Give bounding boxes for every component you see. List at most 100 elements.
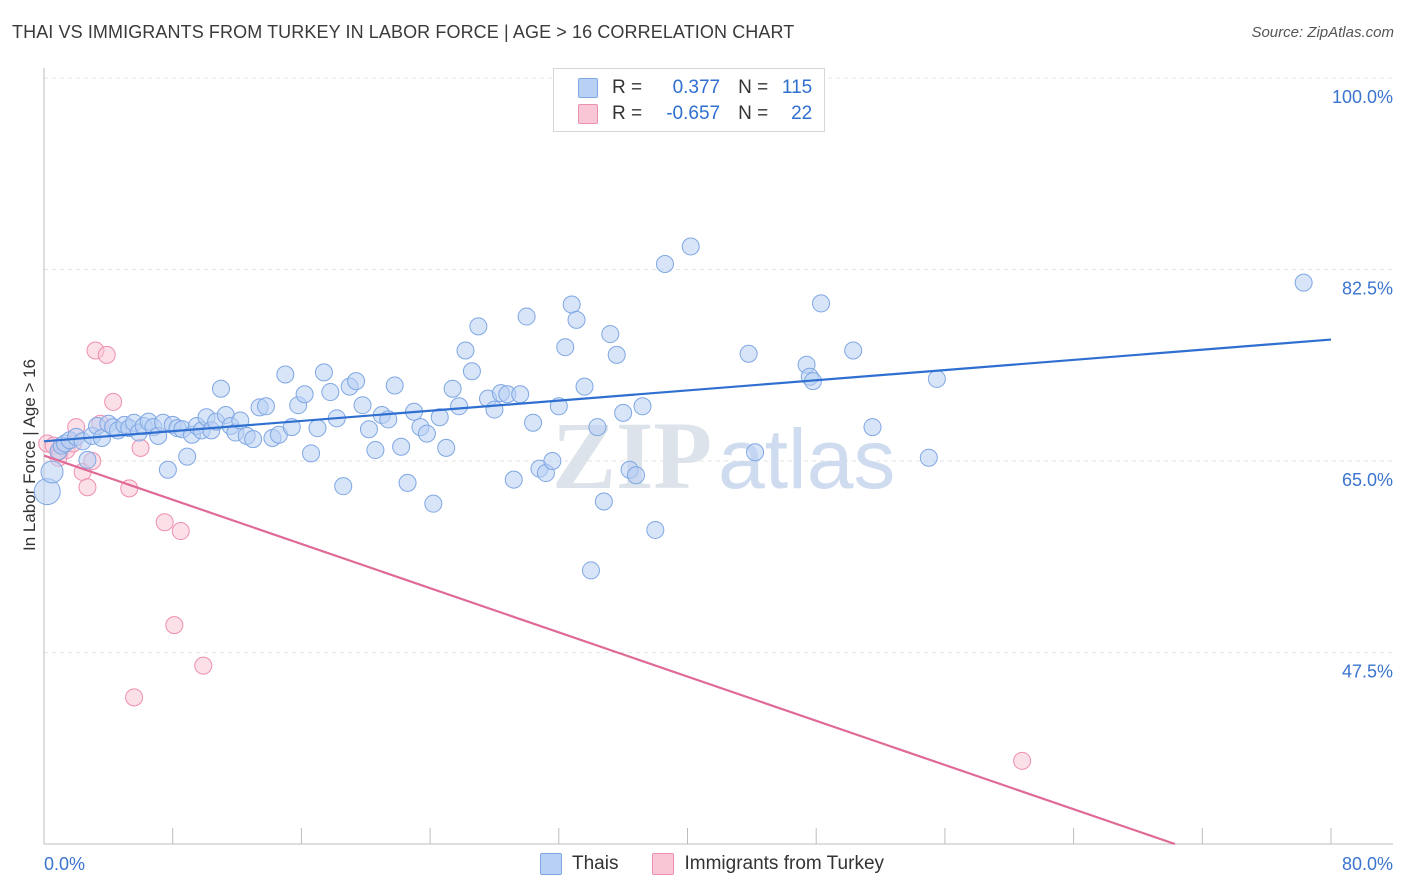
thai-point [739,344,758,363]
turkey-legend-swatch [652,853,675,875]
thai-point [681,237,700,256]
thai-point [450,397,469,416]
turkey-n-value: 22 [791,103,813,124]
thai-point [211,379,230,398]
thai-point [543,452,562,470]
turkey-trendline [43,454,1176,846]
turkey-point [1013,751,1032,770]
thai-point [575,377,594,396]
legend-item-turkey[interactable]: Immigrants from Turkey [652,853,884,875]
thai-point [524,413,543,432]
turkey-point [165,616,184,635]
thai-point [158,460,177,479]
thai-point [517,307,536,326]
y-tick-label: 47.5% [1342,662,1393,682]
thai-point [443,379,462,398]
correlation-legend: R = 0.377 N = 115 R = -0.657 N = 22 [553,68,825,132]
x-tick-label-min: 0.0% [44,854,85,874]
thai-point [437,438,456,457]
n-label: N = [738,103,769,124]
thais-swatch [540,853,562,875]
legend-row-turkey: R = -0.657 N = 22 [578,101,812,127]
thai-point [601,325,620,344]
legend-item-thais[interactable]: Thais [540,853,618,875]
thai-point [392,437,411,456]
thai-point [417,424,436,443]
source-label: Source: ZipAtlas.com [1251,24,1394,41]
thai-point [646,520,665,539]
thai-point [562,295,581,314]
thai-point [655,255,674,274]
thai-point [302,444,321,463]
thai-n-value: 115 [781,77,813,98]
thai-point [919,448,938,467]
thai-point [567,310,586,329]
y-tick-label: 100.0% [1332,87,1393,107]
thai-point [863,418,882,437]
thai-point [308,419,327,438]
thai-point [462,362,481,381]
thai-point [424,494,443,513]
legend-label-thais: Thais [572,853,619,874]
thai-point [614,403,633,422]
thai-swatch [578,78,598,98]
series-thai-points [33,237,1313,580]
thai-point [485,400,504,419]
gridlines [44,77,1393,653]
turkey-point [97,345,116,364]
turkey-swatch [578,104,598,124]
thai-point [1294,273,1313,292]
thai-point [385,376,404,395]
thai-point [295,385,314,404]
thai-point [257,397,276,416]
thai-point [844,341,863,360]
turkey-point [155,513,174,532]
thai-point [927,369,946,388]
watermark-zip: ZIP [552,402,712,509]
thai-point [549,397,568,416]
thai-point [334,477,353,496]
thai-point [276,365,295,384]
thai-point [359,420,378,439]
turkey-point [194,656,213,675]
turkey-point [131,438,150,457]
thai-point [314,363,333,382]
series-turkey-points [38,341,1032,770]
thai-point [398,473,417,492]
turkey-point [125,688,144,707]
thai-point [78,450,97,469]
thai-point [746,443,765,462]
legend-label-turkey: Immigrants from Turkey [684,853,885,874]
thai-point [366,441,385,460]
thai-point [812,294,831,313]
thai-point [504,470,523,489]
thai-point [178,447,197,466]
y-axis-label: In Labor Force | Age > 16 [20,359,39,551]
thai-point [633,397,652,416]
trendlines [43,338,1332,846]
thai-point [456,341,475,360]
thai-point [581,561,600,580]
series-legend: Thais Immigrants from Turkey [540,852,918,876]
r-label: R = [612,103,643,124]
thai-point [469,317,488,336]
thai-trendline [43,338,1332,443]
turkey-point [78,478,97,497]
turkey-point [104,392,123,411]
turkey-point [171,522,190,541]
r-label: R = [612,77,643,98]
thai-point [511,385,530,404]
x-tick-labels: 0.0% 80.0% [44,854,1393,874]
y-tick-labels: 47.5% 65.0% 82.5% 100.0% [1332,87,1393,682]
thai-point [594,492,613,511]
thai-point [627,466,646,485]
y-tick-label: 82.5% [1342,279,1393,299]
thai-point [40,460,64,484]
thai-point [347,372,366,391]
thai-point [556,338,575,357]
x-tick-label-max: 80.0% [1342,854,1393,874]
legend-row-thai: R = 0.377 N = 115 [578,75,812,101]
thai-point [321,383,340,402]
thai-r-value: 0.377 [672,77,721,98]
